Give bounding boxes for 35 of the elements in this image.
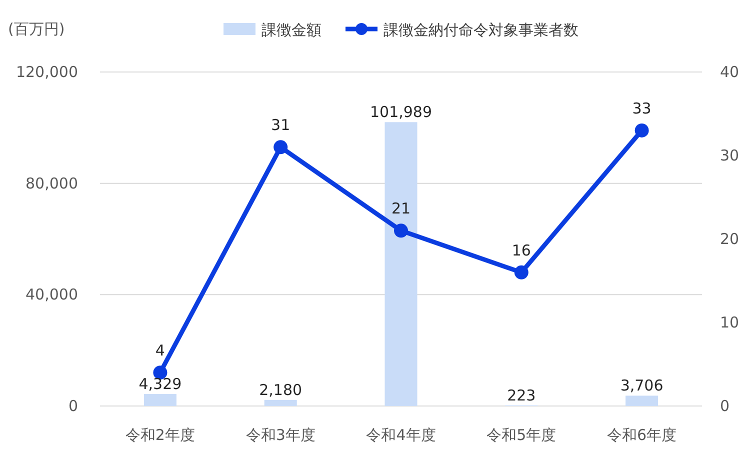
point	[394, 224, 408, 238]
legend-label: 課徴金額	[262, 21, 322, 39]
y2-tick-label: 40	[720, 63, 740, 81]
y2-tick-label: 10	[720, 314, 740, 332]
data-label: 4,329	[138, 374, 182, 393]
y2-tick-label: 30	[720, 146, 740, 164]
y-axis-title: (百万円)	[8, 20, 65, 38]
point	[634, 123, 649, 138]
x-tick-label: 令和4年度	[366, 426, 436, 444]
y2-tick-label: 0	[720, 397, 730, 415]
y2-tick-label: 20	[720, 230, 740, 248]
x-tick-label: 令和2年度	[125, 426, 195, 444]
x-tick-label: 令和6年度	[607, 426, 677, 444]
data-label: 3,706	[620, 376, 664, 395]
legend-label: 課徴金納付命令対象事業者数	[384, 21, 578, 39]
x-tick-label: 令和5年度	[486, 426, 556, 444]
point	[514, 265, 528, 280]
x-tick-label: 令和3年度	[246, 426, 316, 444]
data-label: 31	[271, 116, 290, 134]
y-tick-label: 120,000	[16, 63, 78, 81]
y-tick-label: 40,000	[26, 286, 78, 304]
data-label: 16	[512, 241, 531, 260]
bar	[264, 400, 297, 406]
data-label: 33	[632, 99, 652, 118]
point	[274, 140, 288, 154]
y-tick-label: 0	[68, 397, 78, 415]
data-label: 4	[155, 342, 165, 360]
y-tick-label: 80,000	[26, 174, 78, 192]
bar	[144, 394, 176, 406]
bar	[384, 122, 418, 406]
data-label: 21	[391, 200, 411, 218]
data-label: 101,989	[370, 103, 432, 122]
data-label: 2,180	[259, 380, 302, 399]
data-label: 223	[507, 386, 536, 404]
bar	[626, 396, 658, 406]
